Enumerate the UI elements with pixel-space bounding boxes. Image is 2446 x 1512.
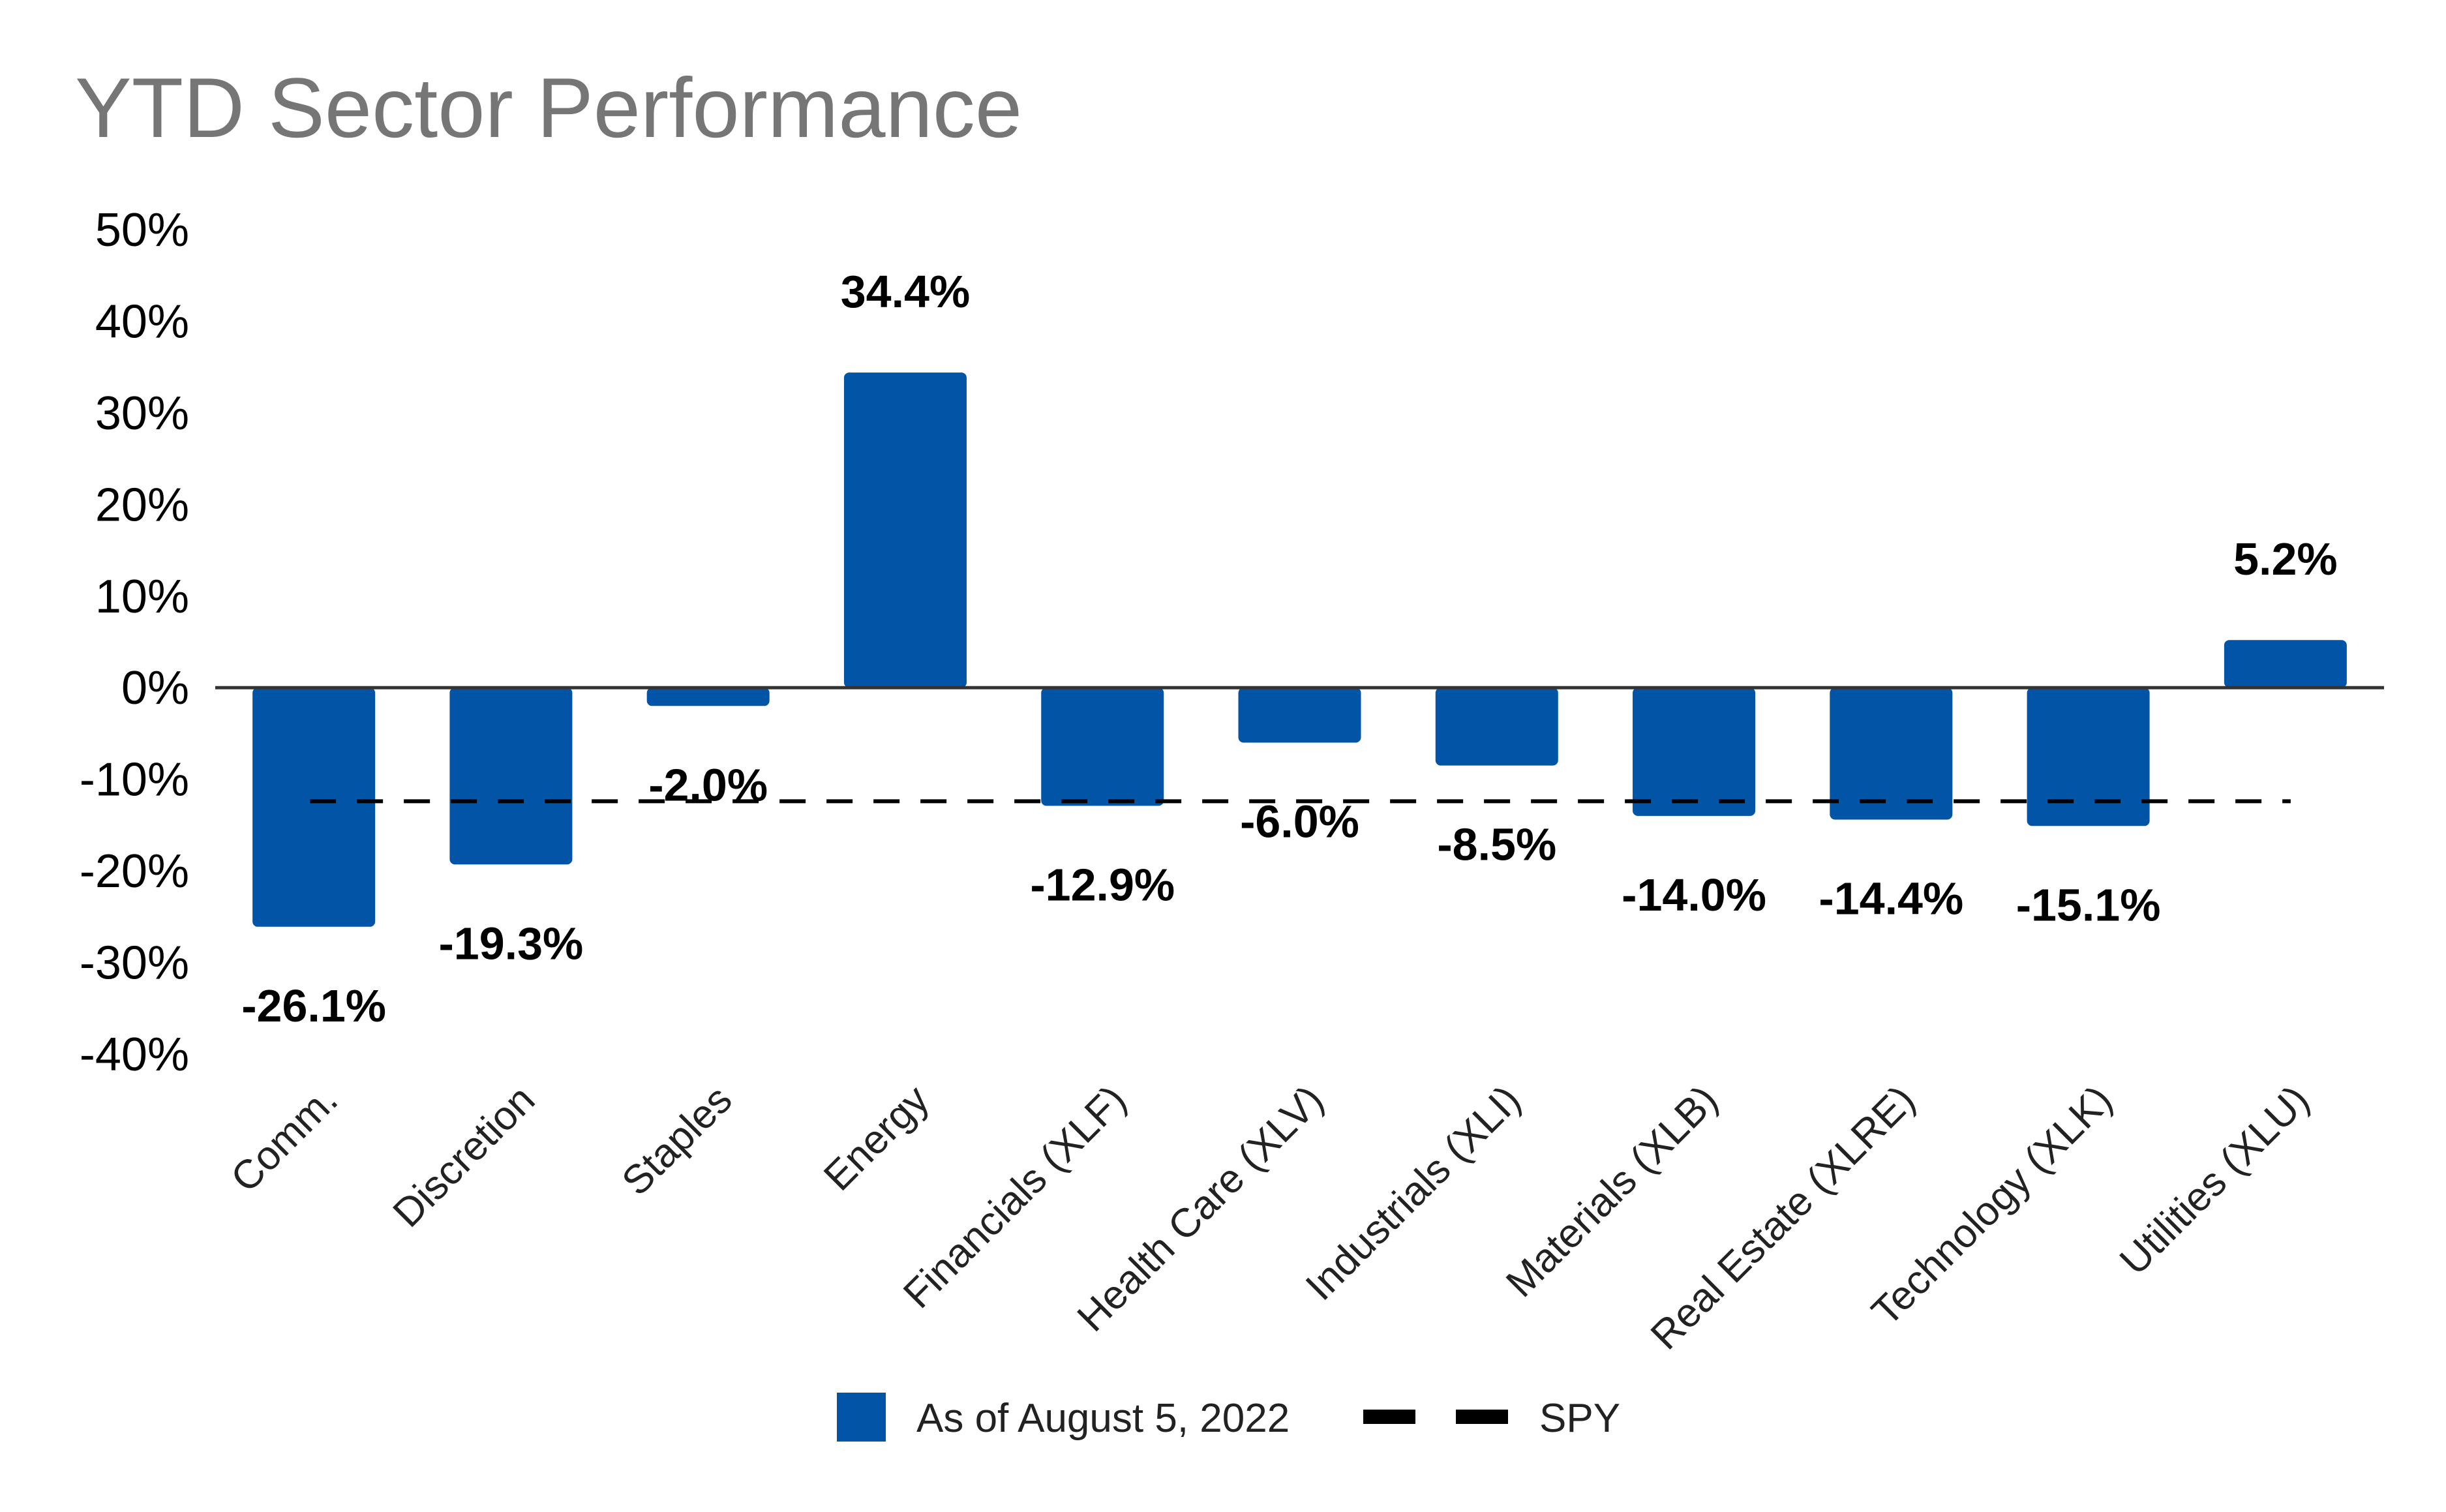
y-tick-label: -40% [80, 1029, 189, 1081]
y-tick-label: -20% [80, 845, 189, 898]
bar [646, 688, 770, 706]
y-tick-label: 50% [95, 204, 189, 256]
legend: As of August 5, 2022 SPY [837, 1393, 1620, 1442]
y-tick-label: 40% [95, 295, 189, 348]
bar [1041, 688, 1164, 806]
bar [449, 688, 573, 865]
bars-group [252, 372, 2347, 927]
x-tick-label: Staples [614, 1077, 741, 1204]
data-label: -14.4% [1819, 873, 1963, 924]
legend-swatch-bar [837, 1393, 886, 1442]
chart-title: YTD Sector Performance [75, 60, 1023, 155]
y-tick-label: 0% [121, 662, 189, 714]
bar [843, 372, 967, 688]
bar [252, 688, 376, 927]
legend-series-label: As of August 5, 2022 [916, 1396, 1290, 1441]
y-axis-ticks: 50% 40% 30% 20% 10% 0% -10% -20% -30% -40% [80, 204, 189, 1081]
legend-reference-label: SPY [1539, 1396, 1620, 1441]
data-label: -19.3% [439, 918, 584, 969]
x-tick-label: Utilities (XLU) [2111, 1077, 2318, 1284]
data-label: -26.1% [241, 980, 386, 1031]
data-label: -14.0% [1622, 869, 1766, 920]
bar [2224, 640, 2347, 688]
x-tick-label: Materials (XLB) [1498, 1077, 1727, 1306]
y-tick-label: 20% [95, 479, 189, 531]
bar [1830, 688, 1953, 820]
y-tick-label: 30% [95, 387, 189, 440]
x-tick-label: Energy [815, 1077, 938, 1200]
y-tick-label: -10% [80, 754, 189, 806]
bar [2027, 688, 2150, 826]
data-label: 34.4% [841, 266, 970, 317]
y-tick-label: -30% [80, 937, 189, 990]
x-tick-label: Industrials (XLI) [1297, 1077, 1530, 1309]
y-tick-label: 10% [95, 571, 189, 623]
x-tick-label: Discretion [385, 1077, 544, 1236]
x-tick-label: Comm. [222, 1077, 346, 1201]
data-label: -2.0% [648, 759, 768, 810]
data-label: -12.9% [1030, 859, 1175, 910]
data-labels-group: -26.1% -19.3% -2.0% 34.4% -12.9% -6.0% -8.5% -1… [241, 266, 2337, 1031]
bar [1633, 688, 1756, 816]
data-label: -8.5% [1437, 819, 1556, 870]
bar [1238, 688, 1361, 743]
data-label: -15.1% [2016, 879, 2161, 930]
bar [1435, 688, 1558, 766]
data-label: -6.0% [1240, 796, 1359, 847]
data-label: 5.2% [2233, 534, 2338, 584]
